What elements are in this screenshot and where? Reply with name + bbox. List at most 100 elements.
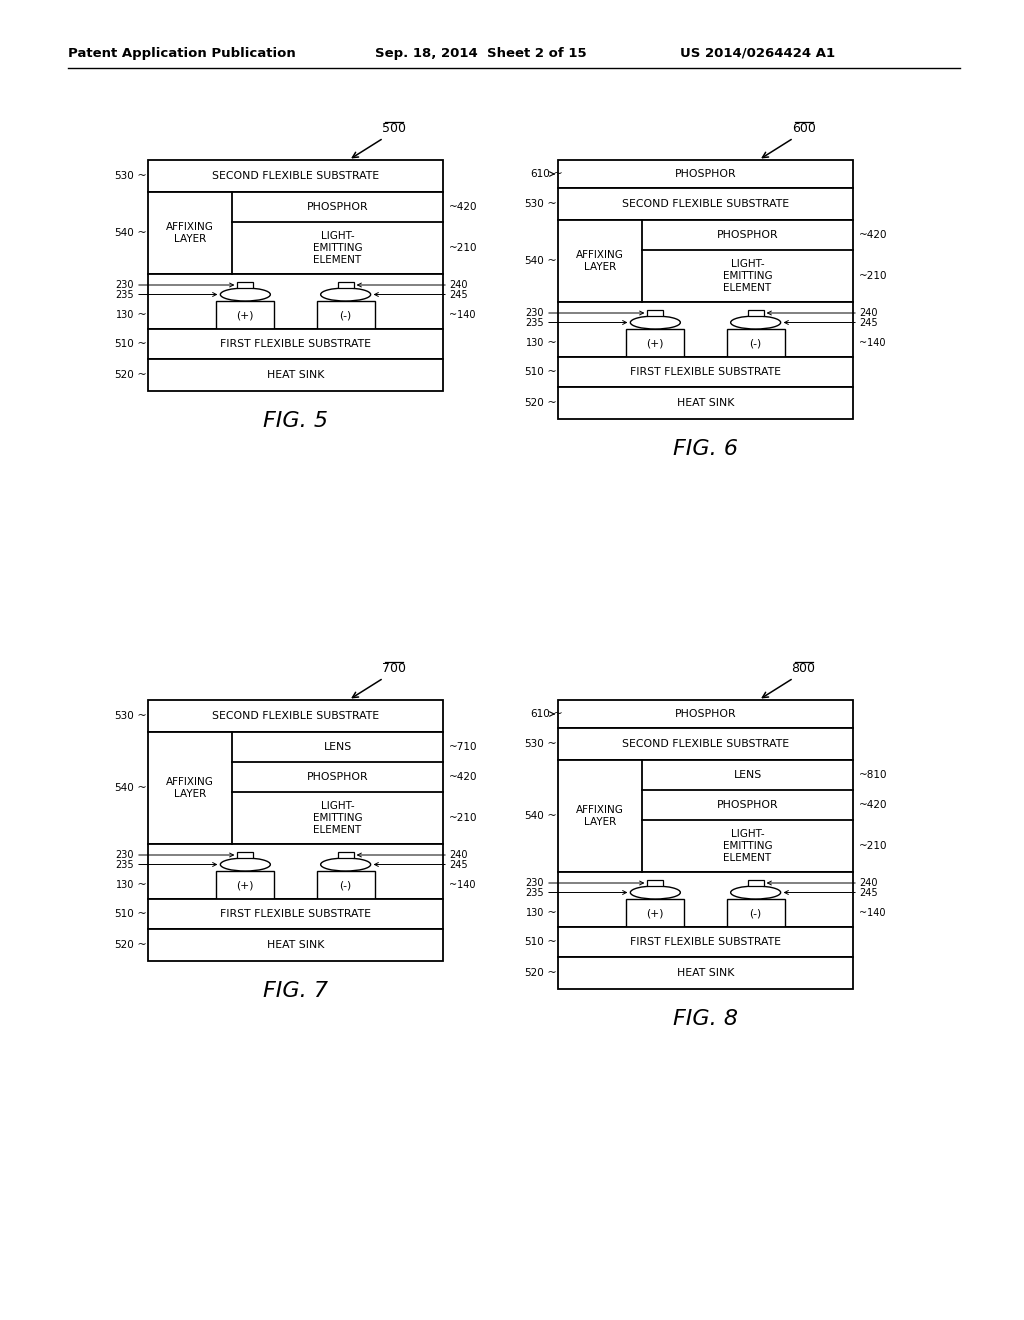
Bar xyxy=(558,957,853,989)
Bar xyxy=(558,873,853,927)
Bar xyxy=(647,880,664,886)
Text: ~: ~ xyxy=(544,739,557,748)
Text: 240: 240 xyxy=(449,280,468,290)
Bar xyxy=(748,310,764,315)
Text: ~: ~ xyxy=(134,711,146,721)
Text: (+): (+) xyxy=(237,310,254,319)
Text: AFFIXING
LAYER: AFFIXING LAYER xyxy=(166,777,214,799)
Text: AFFIXING
LAYER: AFFIXING LAYER xyxy=(577,251,624,272)
Text: 800: 800 xyxy=(792,661,815,675)
Ellipse shape xyxy=(731,315,780,329)
Bar xyxy=(216,871,274,899)
Text: (-): (-) xyxy=(340,880,352,890)
Ellipse shape xyxy=(321,858,371,871)
Text: ~: ~ xyxy=(134,310,146,319)
Text: 130: 130 xyxy=(525,908,544,917)
Text: (+): (+) xyxy=(646,338,665,348)
Ellipse shape xyxy=(631,315,680,329)
Ellipse shape xyxy=(631,886,680,899)
Bar xyxy=(558,387,853,418)
Text: ~140: ~140 xyxy=(859,338,886,348)
Ellipse shape xyxy=(731,886,780,899)
Text: ~: ~ xyxy=(550,709,563,719)
Text: SECOND FLEXIBLE SUBSTRATE: SECOND FLEXIBLE SUBSTRATE xyxy=(212,711,379,721)
Text: ~140: ~140 xyxy=(449,880,475,890)
Text: FIG. 8: FIG. 8 xyxy=(673,1008,738,1030)
Bar xyxy=(148,160,443,191)
Text: (-): (-) xyxy=(340,310,352,319)
Bar xyxy=(647,310,664,315)
Text: ~: ~ xyxy=(134,370,146,380)
Text: 500: 500 xyxy=(382,121,406,135)
Text: ~140: ~140 xyxy=(859,908,886,917)
Bar xyxy=(238,851,253,858)
Bar xyxy=(238,282,253,288)
Text: 240: 240 xyxy=(859,878,878,888)
Bar xyxy=(727,899,784,927)
Bar xyxy=(316,301,375,329)
Text: FIRST FLEXIBLE SUBSTRATE: FIRST FLEXIBLE SUBSTRATE xyxy=(630,367,781,378)
Text: ~710: ~710 xyxy=(449,742,477,752)
Bar xyxy=(338,282,353,288)
Text: 520: 520 xyxy=(524,968,544,978)
Text: ~: ~ xyxy=(544,399,557,408)
Text: ~420: ~420 xyxy=(449,202,477,213)
Text: 540: 540 xyxy=(115,228,134,238)
Text: 700: 700 xyxy=(382,661,406,675)
Bar xyxy=(148,191,443,275)
Text: 230: 230 xyxy=(116,850,134,861)
Bar xyxy=(338,851,353,858)
Text: 540: 540 xyxy=(115,783,134,793)
Bar xyxy=(558,160,853,187)
Text: 530: 530 xyxy=(115,711,134,721)
Text: 610: 610 xyxy=(530,169,550,180)
Text: 130: 130 xyxy=(116,880,134,890)
Text: 245: 245 xyxy=(449,289,468,300)
Text: ~210: ~210 xyxy=(449,243,477,253)
Text: 540: 540 xyxy=(524,810,544,821)
Bar xyxy=(558,927,853,957)
Text: HEAT SINK: HEAT SINK xyxy=(267,940,325,950)
Text: FIRST FLEXIBLE SUBSTRATE: FIRST FLEXIBLE SUBSTRATE xyxy=(630,937,781,946)
Text: 130: 130 xyxy=(116,310,134,319)
Ellipse shape xyxy=(220,288,270,301)
Text: Patent Application Publication: Patent Application Publication xyxy=(68,46,296,59)
Text: HEAT SINK: HEAT SINK xyxy=(677,968,734,978)
Text: 130: 130 xyxy=(525,338,544,348)
Text: ~: ~ xyxy=(134,880,146,890)
Text: ~: ~ xyxy=(544,810,557,821)
Bar xyxy=(558,220,853,302)
Text: FIRST FLEXIBLE SUBSTRATE: FIRST FLEXIBLE SUBSTRATE xyxy=(220,339,371,348)
Text: 245: 245 xyxy=(449,859,468,870)
Text: ~: ~ xyxy=(544,256,557,267)
Text: SECOND FLEXIBLE SUBSTRATE: SECOND FLEXIBLE SUBSTRATE xyxy=(622,739,790,748)
Text: FIG. 7: FIG. 7 xyxy=(263,981,328,1001)
Text: 230: 230 xyxy=(116,280,134,290)
Text: PHOSPHOR: PHOSPHOR xyxy=(675,169,736,180)
Text: ~420: ~420 xyxy=(449,772,477,781)
Text: 510: 510 xyxy=(524,937,544,946)
Text: ~420: ~420 xyxy=(859,800,888,810)
Text: 610: 610 xyxy=(530,709,550,719)
Bar xyxy=(148,275,443,329)
Text: 230: 230 xyxy=(525,878,544,888)
Text: 235: 235 xyxy=(525,887,544,898)
Text: 520: 520 xyxy=(524,399,544,408)
Bar xyxy=(148,733,443,843)
Text: PHOSPHOR: PHOSPHOR xyxy=(307,202,369,213)
Text: SECOND FLEXIBLE SUBSTRATE: SECOND FLEXIBLE SUBSTRATE xyxy=(212,172,379,181)
Bar xyxy=(148,843,443,899)
Text: 540: 540 xyxy=(524,256,544,267)
Text: SECOND FLEXIBLE SUBSTRATE: SECOND FLEXIBLE SUBSTRATE xyxy=(622,199,790,209)
Text: 245: 245 xyxy=(859,318,878,327)
Text: ~: ~ xyxy=(134,909,146,919)
Text: Sep. 18, 2014  Sheet 2 of 15: Sep. 18, 2014 Sheet 2 of 15 xyxy=(375,46,587,59)
Text: (+): (+) xyxy=(237,880,254,890)
Text: PHOSPHOR: PHOSPHOR xyxy=(675,709,736,719)
Bar xyxy=(216,301,274,329)
Bar xyxy=(627,329,684,356)
Text: (-): (-) xyxy=(750,338,762,348)
Text: ~: ~ xyxy=(544,968,557,978)
Ellipse shape xyxy=(321,288,371,301)
Text: HEAT SINK: HEAT SINK xyxy=(267,370,325,380)
